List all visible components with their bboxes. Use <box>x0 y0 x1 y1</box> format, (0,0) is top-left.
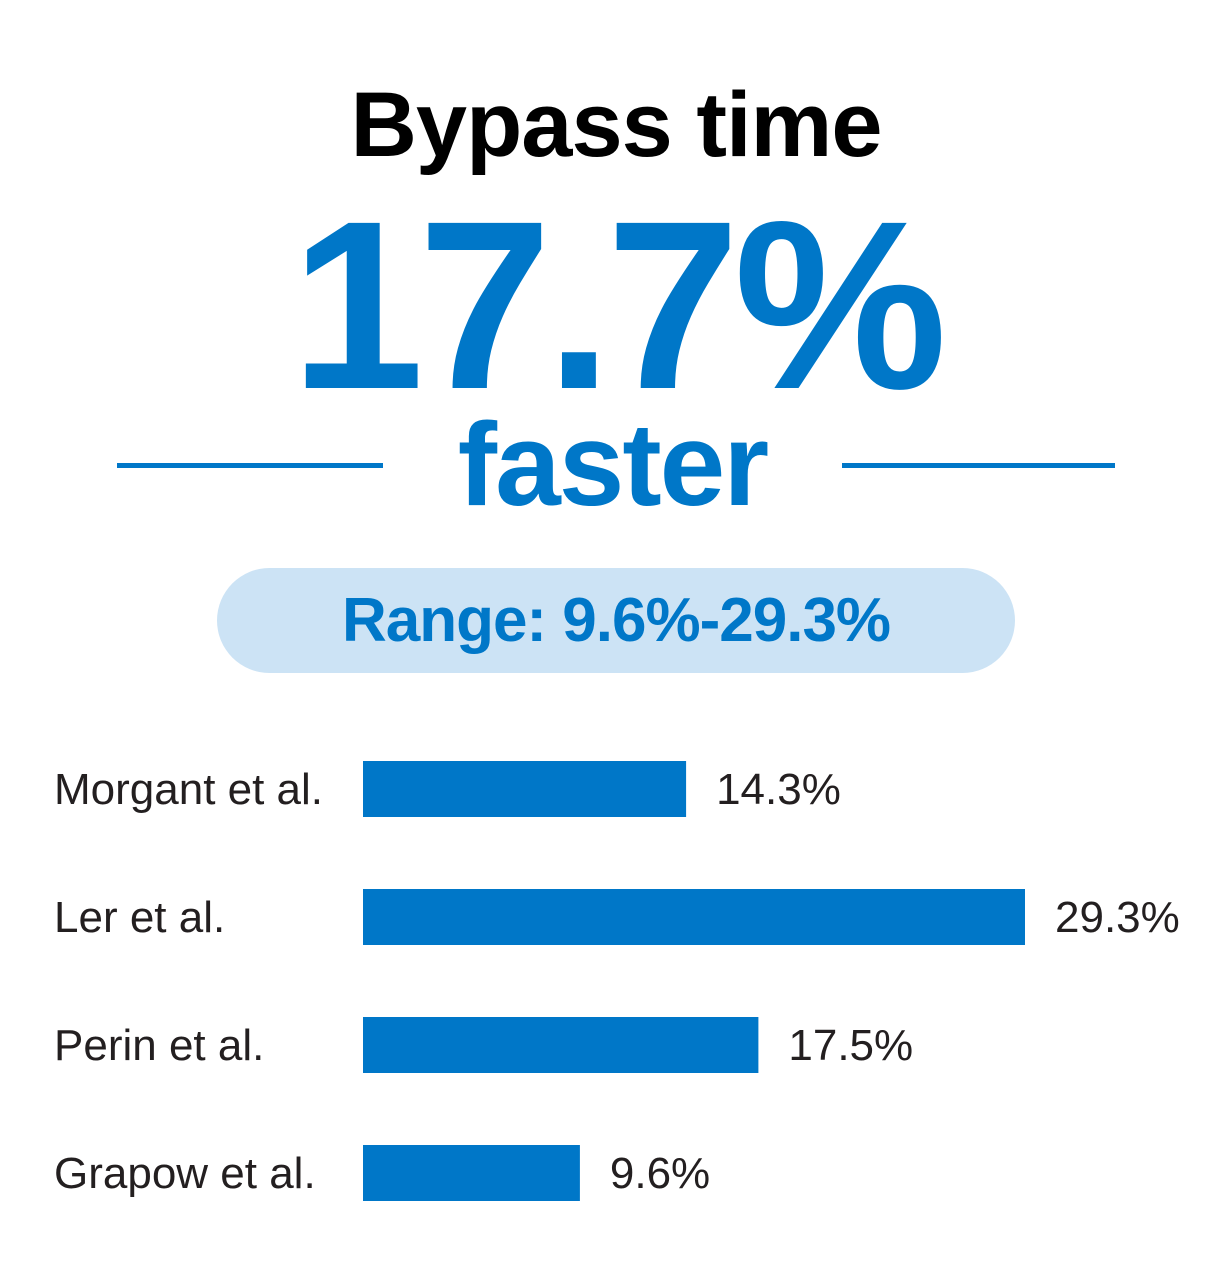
headline-subtitle: faster <box>457 399 769 531</box>
bar <box>363 1017 759 1073</box>
bar <box>363 1145 580 1201</box>
value-label: 9.6% <box>610 1149 710 1198</box>
left-divider-line <box>117 463 383 468</box>
right-divider-line <box>842 463 1115 468</box>
category-label: Ler et al. <box>54 893 225 942</box>
category-label: Grapow et al. <box>54 1149 316 1198</box>
value-label: 14.3% <box>716 765 841 814</box>
value-label: 29.3% <box>1055 893 1180 942</box>
headline-subtitle-row: faster <box>0 405 1232 525</box>
category-label: Morgant et al. <box>54 765 323 814</box>
bar <box>363 889 1025 945</box>
range-label: Range: 9.6%-29.3% <box>341 586 891 655</box>
range-badge: Range: 9.6%-29.3% <box>217 568 1015 673</box>
value-label: 17.5% <box>788 1021 913 1070</box>
headline-value: 17.7% <box>290 171 948 439</box>
chart-title: Bypass time <box>350 74 882 176</box>
category-label: Perin et al. <box>54 1021 264 1070</box>
bar <box>363 761 687 817</box>
